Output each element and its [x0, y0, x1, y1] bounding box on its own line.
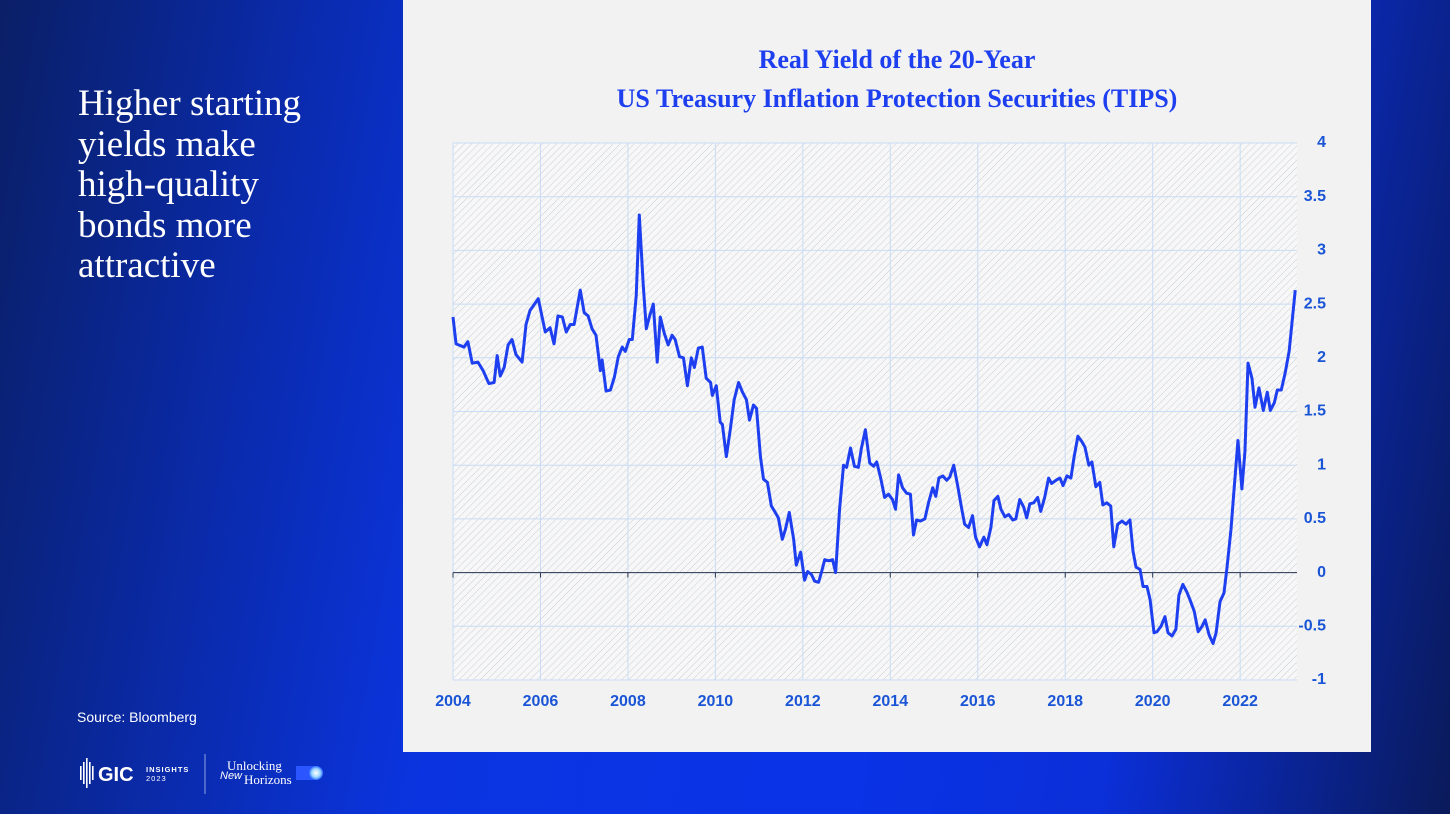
headline-line: high-quality [78, 164, 259, 205]
logo-icon [80, 758, 94, 788]
x-tick-label: 2012 [785, 693, 821, 710]
y-tick-label: 2.5 [1304, 295, 1326, 312]
x-tick-label: 2016 [960, 693, 996, 710]
series-line [451, 213, 1297, 645]
headline-line: bonds more [78, 204, 252, 246]
chart-title: US Treasury Inflation Protection Securit… [617, 84, 1178, 113]
x-tick-label: 2006 [523, 693, 559, 710]
y-tick-label: 0 [1317, 564, 1326, 581]
logo-brand: GIC [98, 764, 134, 786]
logo-dot [309, 766, 323, 780]
headline-line: Higher starting [78, 83, 301, 124]
headline-line: yields make [78, 123, 256, 165]
x-tick-label: 2014 [873, 693, 909, 710]
y-tick-label: -0.5 [1298, 618, 1326, 635]
chart-title: Real Yield of the 20-Year [759, 45, 1036, 74]
logo-tagline: Unlocking [227, 758, 282, 773]
headline: Higher starting yields make high-quality… [78, 83, 301, 287]
logo-tagline: Horizons [244, 772, 292, 787]
x-tick-label: 2020 [1135, 693, 1171, 710]
y-tick-label: 1.5 [1304, 403, 1326, 420]
x-tick-label: 2022 [1222, 693, 1258, 710]
y-tick-label: 3 [1317, 242, 1326, 259]
logo-insights: INSIGHTS [146, 765, 189, 774]
y-tick-label: 3.5 [1304, 188, 1326, 205]
x-tick-label: 2004 [435, 693, 471, 710]
logo-tagline: New [220, 770, 243, 782]
y-tick-label: 4 [1317, 134, 1326, 151]
logo-year: 2023 [146, 774, 167, 783]
y-tick-label: 1 [1317, 456, 1326, 473]
x-tick-label: 2010 [698, 693, 734, 710]
headline-line: attractive [78, 245, 216, 286]
source: Source: Bloomberg [77, 709, 197, 725]
x-tick-label: 2018 [1047, 693, 1083, 710]
y-tick-label: -1 [1312, 671, 1326, 688]
y-tick-label: 2 [1317, 349, 1326, 366]
logo: GIC INSIGHTS 2023 Unlocking New Horizons [80, 754, 323, 794]
y-tick-label: 0.5 [1304, 510, 1326, 527]
x-tick-label: 2008 [610, 693, 646, 710]
